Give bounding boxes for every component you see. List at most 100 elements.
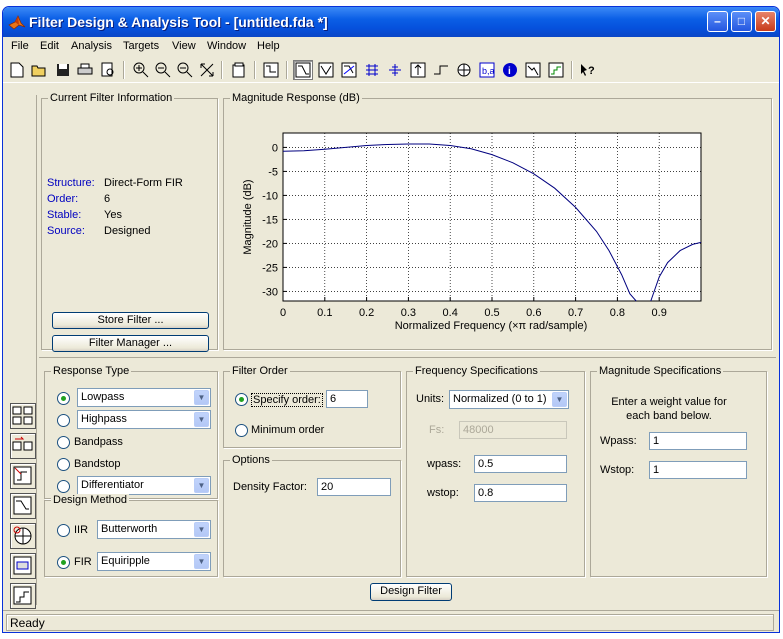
new-figure-icon[interactable] xyxy=(229,60,249,80)
units-select[interactable]: Normalized (0 to 1) ▼ xyxy=(449,390,569,409)
fir-radio[interactable] xyxy=(57,556,70,569)
highpass-select[interactable]: Highpass ▼ xyxy=(77,410,211,429)
differentiator-select[interactable]: Differentiator ▼ xyxy=(77,476,211,495)
filter-information-icon[interactable]: i xyxy=(500,60,520,80)
design-filter-button[interactable]: Design Filter xyxy=(370,583,452,601)
side-panel xyxy=(6,95,37,609)
menu-file[interactable]: File xyxy=(11,40,29,52)
lowpass-select[interactable]: Lowpass ▼ xyxy=(77,388,211,407)
iir-method-select[interactable]: Butterworth ▼ xyxy=(97,520,211,539)
design-filter-icon[interactable] xyxy=(10,493,36,519)
status-text: Ready xyxy=(10,616,45,630)
series-line-0 xyxy=(282,143,702,302)
phase-delay-icon[interactable] xyxy=(385,60,405,80)
matlab-logo-icon xyxy=(8,13,26,31)
pole-zero-icon[interactable] xyxy=(454,60,474,80)
filter-manager-button[interactable]: Filter Manager ... xyxy=(52,335,209,352)
import-filter-icon[interactable] xyxy=(10,463,36,489)
options-title: Options xyxy=(230,454,272,466)
menu-window[interactable]: Window xyxy=(207,40,247,52)
x-tick-label: 0.1 xyxy=(317,307,332,319)
zoom-out-icon[interactable] xyxy=(153,60,173,80)
magnitude-estimate-icon[interactable] xyxy=(523,60,543,80)
menu-bar: File Edit Analysis Targets View Window H… xyxy=(3,37,779,57)
set-quantization-icon[interactable] xyxy=(10,583,36,609)
lowpass-select-value: Lowpass xyxy=(81,391,125,403)
magnitude-response-icon[interactable] xyxy=(293,60,313,80)
filter-coefficients-icon[interactable]: b,a xyxy=(477,60,497,80)
minimum-order-radio[interactable] xyxy=(235,424,248,437)
x-axis-label: Normalized Frequency (×π rad/sample) xyxy=(395,320,588,332)
full-view-icon[interactable] xyxy=(197,60,217,80)
design-method-title: Design Method xyxy=(51,494,129,506)
x-tick-label: 0.3 xyxy=(401,307,416,319)
differentiator-radio[interactable] xyxy=(57,480,70,493)
units-label: Units: xyxy=(416,393,445,405)
highpass-radio[interactable] xyxy=(57,414,70,427)
group-delay-icon[interactable] xyxy=(362,60,382,80)
stable-value: Yes xyxy=(104,209,122,221)
step-response-icon[interactable] xyxy=(431,60,451,80)
y-tick-label: -25 xyxy=(262,262,278,274)
toolbar-separator xyxy=(123,61,125,79)
close-button[interactable]: ✕ xyxy=(755,11,776,32)
x-tick-label: 0.9 xyxy=(652,307,667,319)
source-value: Designed xyxy=(104,225,151,237)
menu-targets[interactable]: Targets xyxy=(123,40,160,52)
specify-order-label: Specify order: xyxy=(251,393,323,407)
wstop-input[interactable]: 0.8 xyxy=(474,484,567,502)
bandpass-radio[interactable] xyxy=(57,436,70,449)
zoom-x-icon[interactable] xyxy=(175,60,195,80)
x-tick-labels: 0 0.1 0.2 0.3 0.4 0.5 0.6 0.7 0.8 0.9 xyxy=(280,307,667,319)
lowpass-radio[interactable] xyxy=(57,392,70,405)
fs-label: Fs: xyxy=(429,424,445,436)
fs-input[interactable]: 48000 xyxy=(459,421,567,439)
density-factor-input[interactable]: 20 xyxy=(317,478,391,496)
impulse-response-icon[interactable] xyxy=(408,60,428,80)
bandstop-radio[interactable] xyxy=(57,458,70,471)
specify-order-radio[interactable] xyxy=(235,393,248,406)
menu-analysis[interactable]: Analysis xyxy=(71,40,112,52)
phase-response-icon[interactable] xyxy=(316,60,336,80)
print-preview-icon[interactable] xyxy=(98,60,118,80)
wstop-weight-input[interactable]: 1 xyxy=(649,461,747,479)
store-filter-button[interactable]: Store Filter ... xyxy=(52,312,209,329)
toolbar-separator xyxy=(221,61,223,79)
menu-help[interactable]: Help xyxy=(257,40,280,52)
menu-edit[interactable]: Edit xyxy=(40,40,59,52)
iir-radio[interactable] xyxy=(57,524,70,537)
maximize-button[interactable]: □ xyxy=(731,11,752,32)
filter-specs-icon[interactable] xyxy=(261,60,281,80)
new-file-icon[interactable] xyxy=(7,60,27,80)
menu-view[interactable]: View xyxy=(172,40,196,52)
title-bar[interactable]: Filter Design & Analysis Tool - [untitle… xyxy=(3,7,779,37)
magnitude-phase-icon[interactable] xyxy=(339,60,359,80)
magnitude-response-chart[interactable]: 0 0.1 0.2 0.3 0.4 0.5 0.6 0.7 0.8 0.9 0 -5 -10 -15 -2… xyxy=(224,99,771,349)
realize-model-icon[interactable] xyxy=(10,553,36,579)
wpass-input[interactable]: 0.5 xyxy=(474,455,567,473)
transform-filter-icon[interactable] xyxy=(10,403,36,429)
pole-zero-editor-icon[interactable] xyxy=(10,523,36,549)
fir-method-select[interactable]: Equiripple ▼ xyxy=(97,552,211,571)
save-icon[interactable] xyxy=(53,60,73,80)
frequency-specs-title: Frequency Specifications xyxy=(413,365,540,377)
x-tick-label: 0.4 xyxy=(443,307,458,319)
minimum-order-label: Minimum order xyxy=(251,424,325,436)
order-value: 6 xyxy=(104,193,111,205)
svg-text:b,a: b,a xyxy=(482,66,495,76)
wpass-weight-input[interactable]: 1 xyxy=(649,432,747,450)
minimize-button[interactable]: – xyxy=(707,11,728,32)
density-factor-label: Density Factor: xyxy=(233,481,307,493)
toolbar-separator xyxy=(254,61,256,79)
chevron-down-icon: ▼ xyxy=(194,390,209,405)
wpass-weight-label: Wpass: xyxy=(600,435,637,447)
app-window: Filter Design & Analysis Tool - [untitle… xyxy=(2,6,780,633)
response-type-panel: Response Type Lowpass ▼ Highpass ▼ Bandpas… xyxy=(44,365,218,499)
whats-this-help-icon[interactable]: ? xyxy=(578,60,598,80)
noise-loading-icon[interactable] xyxy=(546,60,566,80)
order-input[interactable]: 6 xyxy=(326,390,368,408)
open-folder-icon[interactable] xyxy=(29,60,49,80)
print-icon[interactable] xyxy=(75,60,95,80)
convert-structure-icon[interactable] xyxy=(10,433,36,459)
zoom-in-icon[interactable] xyxy=(131,60,151,80)
